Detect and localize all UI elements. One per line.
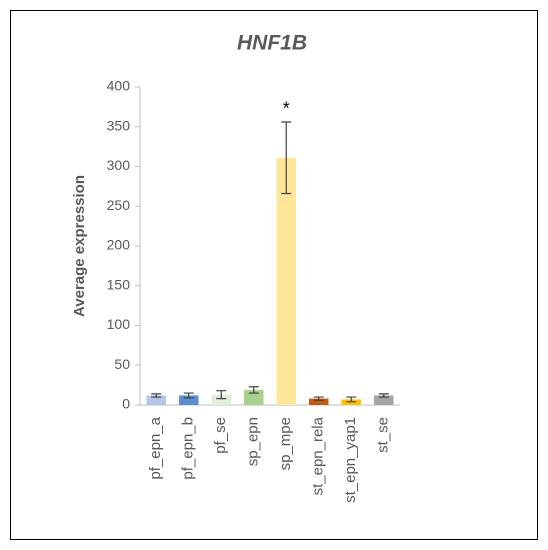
y-tick-label: 250: [107, 197, 131, 213]
x-tick-label: st_se: [375, 417, 392, 453]
bar: [179, 395, 199, 405]
error-bar: [183, 392, 194, 399]
error-bar: [346, 396, 357, 403]
x-tick-label: st_epn_rela: [310, 416, 327, 495]
y-tick-label: 300: [107, 157, 131, 173]
error-bar: [378, 393, 389, 398]
x-tick-label: pf_epn_a: [147, 416, 164, 479]
y-tick-label: 400: [107, 78, 131, 94]
y-tick-label: 0: [122, 396, 130, 412]
y-axis-label: Average expression: [71, 175, 88, 317]
x-tick-label: pf_se: [212, 417, 229, 454]
x-tick-label: st_epn_yap1: [342, 417, 359, 503]
y-tick-label: 50: [114, 356, 130, 372]
bar: [309, 398, 329, 405]
bar: [374, 395, 394, 405]
chart-title: HNF1B: [237, 32, 307, 55]
y-tick-label: 100: [107, 316, 131, 332]
annotation: *: [283, 99, 290, 119]
x-tick-label: pf_epn_b: [180, 417, 197, 480]
error-bar: [313, 396, 324, 401]
x-tick-label: sp_mpe: [277, 417, 294, 470]
bar: [211, 394, 231, 405]
y-tick-label: 150: [107, 276, 131, 292]
bar: [276, 157, 296, 405]
error-bar: [281, 121, 292, 195]
bar: [146, 395, 166, 405]
chart-border: [10, 10, 538, 540]
y-tick-label: 350: [107, 117, 131, 133]
y-tick-label: 200: [107, 237, 131, 253]
error-bar: [216, 390, 227, 400]
x-tick-label: sp_epn: [245, 417, 262, 466]
error-bar: [248, 386, 259, 394]
error-bar: [151, 393, 162, 398]
